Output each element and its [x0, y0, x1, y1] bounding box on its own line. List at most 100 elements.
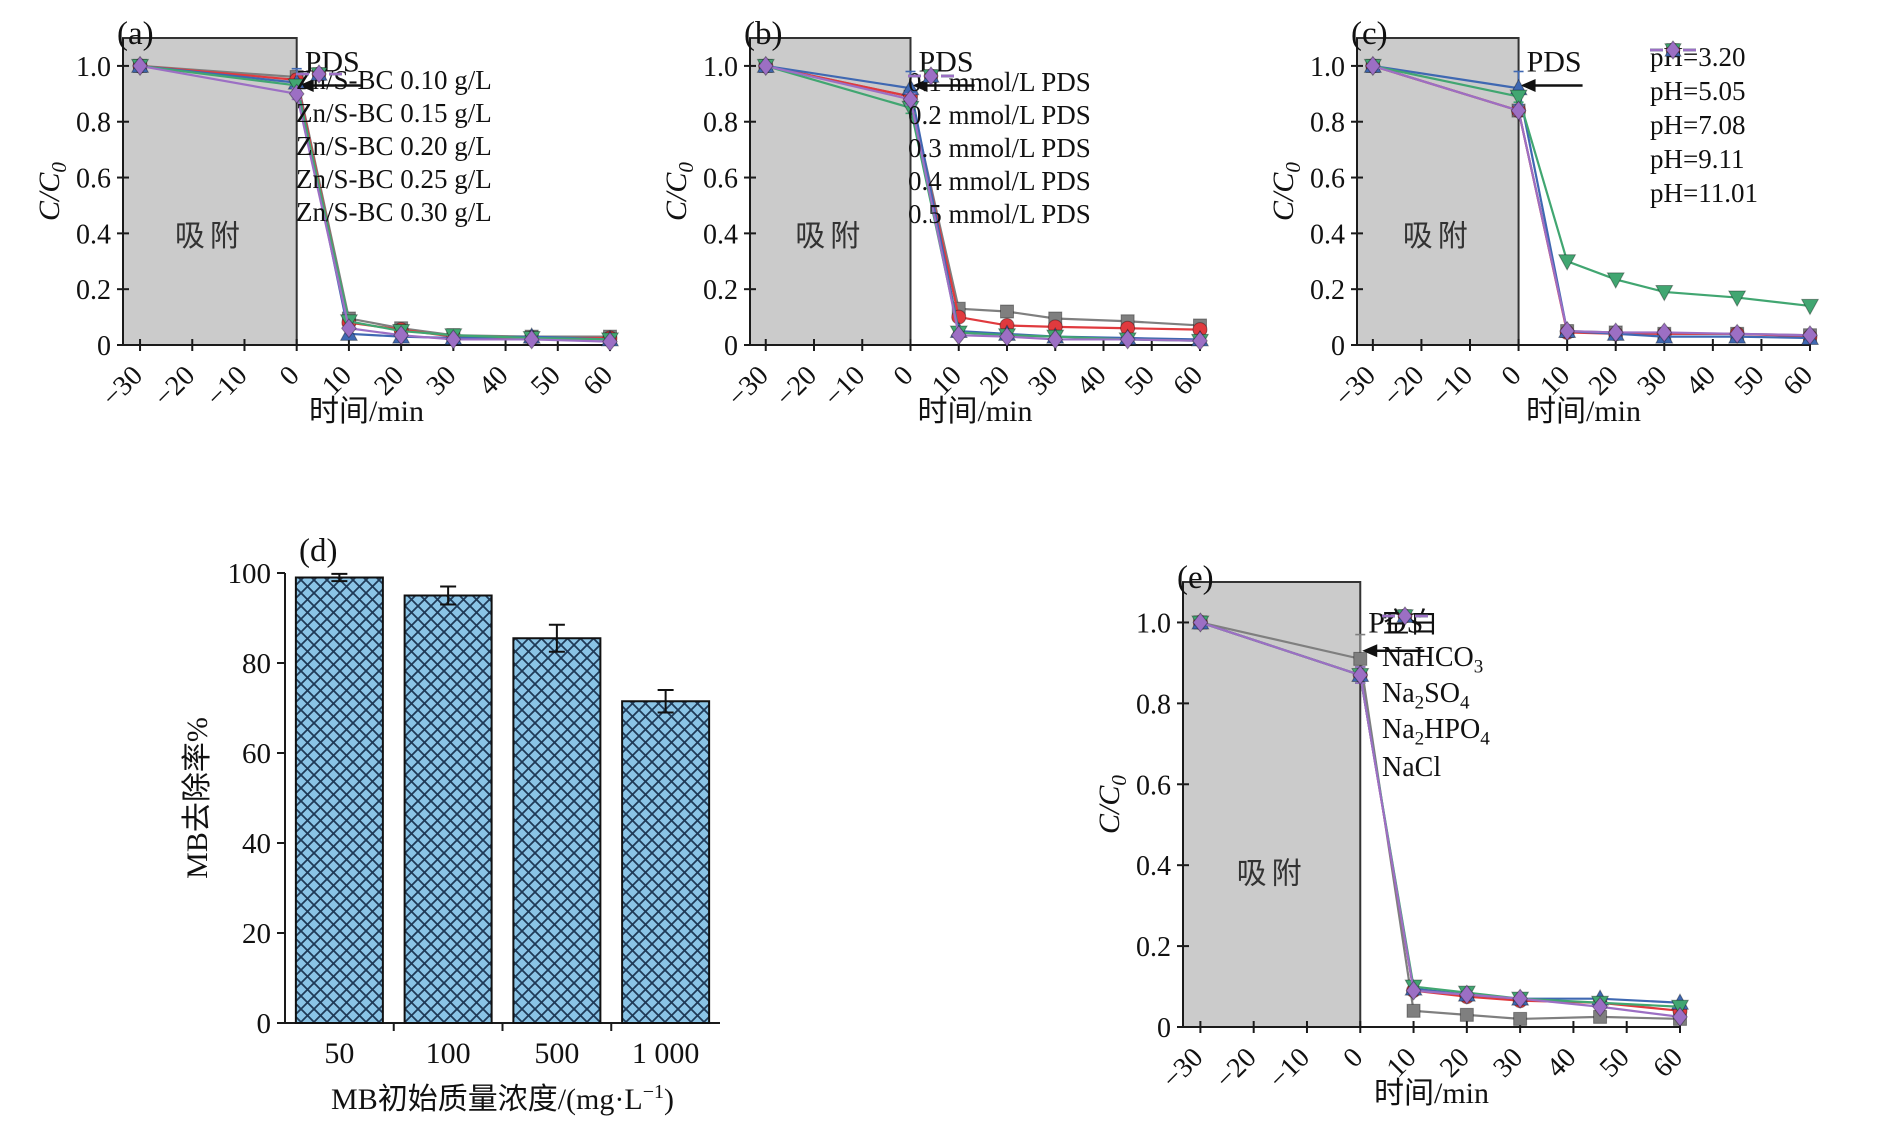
x-tick-label: 60	[577, 360, 619, 402]
legend-item: Zn/S-BC 0.30 g/L	[296, 64, 492, 229]
legend-item: 0.2 mmol/L PDS	[908, 68, 1091, 132]
data-point	[757, 55, 774, 77]
data-point	[1353, 651, 1368, 666]
bar	[403, 594, 493, 1024]
y-tick-label: 1.0	[1136, 608, 1171, 639]
y-tick-label: 0	[724, 331, 738, 362]
data-point	[1607, 322, 1624, 343]
x-tick-label: 40	[1680, 360, 1722, 402]
y-tick-label: 0.8	[76, 108, 111, 139]
data-point	[1459, 1007, 1474, 1022]
y-tick-label: 20	[242, 918, 271, 950]
y-tick-label: 0.8	[703, 108, 738, 139]
error-bar	[548, 623, 565, 653]
legend-label: 0.4 mmol/L PDS	[908, 166, 1091, 196]
data-point	[1192, 330, 1208, 351]
x-tick-label: 40	[1541, 1042, 1583, 1084]
data-point	[1192, 612, 1209, 633]
legend-label: Zn/S-BC 0.25 g/L	[296, 164, 492, 194]
legend-label: Zn/S-BC 0.10 g/L	[296, 65, 492, 95]
x-tick-label: 0	[888, 360, 920, 392]
y-tick-label: 0	[97, 331, 111, 362]
data-point	[1000, 304, 1014, 319]
x-tick-label: 1 000	[632, 1037, 700, 1070]
legend-label: 0.3 mmol/L PDS	[908, 133, 1091, 163]
data-point	[1352, 664, 1369, 686]
data-point	[1592, 996, 1608, 1017]
x-tick-label: −10	[818, 360, 871, 413]
y-tick-label: 0.2	[1310, 275, 1345, 306]
data-point	[1727, 290, 1747, 308]
data-point	[132, 55, 148, 77]
legend-item: NaHCO3	[1382, 608, 1490, 678]
x-tick-label: 60	[1777, 360, 1819, 402]
x-tick-label: −30	[722, 360, 775, 413]
error-bar	[440, 585, 457, 606]
y-axis-label: C/C0	[660, 162, 698, 221]
data-point	[1364, 55, 1381, 77]
legend-label: NaCl	[1382, 752, 1442, 783]
y-tick-label: 60	[242, 738, 271, 770]
y-tick-label: 0.4	[1310, 219, 1345, 250]
series-purple	[1192, 612, 1688, 1028]
adsorption-label: 吸附	[795, 220, 865, 253]
legend-item: Zn/S-BC 0.20 g/L	[296, 64, 492, 163]
y-axis-label: MB去除率%	[181, 717, 214, 879]
x-tick-label: −10	[201, 360, 254, 413]
legend: 空白 NaHCO3 Na2SO4 Na2HPO4 NaCl	[1382, 606, 1490, 786]
legend: 0.1 mmol/L PDS 0.2 mmol/L PDS 0.3 mmol/L P…	[908, 66, 1091, 231]
y-tick-label: 1.0	[76, 52, 111, 83]
series-green	[1363, 58, 1820, 316]
bar	[621, 700, 711, 1024]
legend-label: pH=5.05	[1650, 75, 1746, 106]
x-tick-label: −20	[1377, 360, 1430, 413]
x-tick-label: 0	[1337, 1042, 1369, 1074]
data-point	[1655, 284, 1674, 302]
legend-marker	[923, 66, 939, 86]
x-tick-label: 100	[426, 1037, 471, 1070]
x-tick-label: 30	[421, 360, 463, 402]
y-tick-label: 0.2	[703, 275, 738, 306]
panel-letter: (a)	[117, 16, 154, 52]
error-bar	[657, 689, 674, 714]
x-tick-label: −20	[770, 360, 823, 413]
legend-item: 0.4 mmol/L PDS	[908, 69, 1091, 198]
pds-label: PDS	[1368, 607, 1423, 640]
data-point	[1406, 1003, 1421, 1018]
legend-label: pH=9.11	[1650, 143, 1745, 174]
chart-d: 0 20 40 60 80 100 50 100 500 1 000 MB初始质量浓度/(mg·L−…	[181, 533, 720, 1116]
legend-label: Zn/S-BC 0.30 g/L	[296, 197, 492, 227]
y-tick-label: 80	[242, 648, 271, 680]
data-point	[1509, 89, 1528, 107]
y-tick-label: 0.8	[1310, 108, 1345, 139]
data-point	[1729, 323, 1746, 345]
legend-item: 0.5 mmol/L PDS	[908, 66, 1091, 231]
legend: Zn/S-BC 0.10 g/L Zn/S-BC 0.15 g/L Zn/S-BC …	[296, 64, 492, 229]
pds-arrow-head	[1520, 78, 1536, 92]
legend-label: Na2SO4	[1382, 677, 1470, 714]
data-point	[393, 325, 410, 346]
y-tick-label: 100	[228, 558, 272, 590]
data-point	[1559, 320, 1576, 342]
data-point	[445, 329, 462, 350]
pds-arrow-head	[298, 78, 314, 92]
legend-label: Zn/S-BC 0.15 g/L	[296, 98, 492, 128]
x-tick-label: 0	[274, 360, 306, 392]
x-tick-label: 50	[324, 1037, 354, 1070]
adsorption-region	[122, 37, 298, 346]
data-point	[1802, 325, 1818, 346]
y-tick-label: 0.4	[703, 219, 738, 250]
data-point	[999, 326, 1015, 347]
legend-item: pH=5.05	[1650, 42, 1758, 108]
chart-e: 吸附−30 −20 −10 0 10 20 30 40 50 6000.20.40.60.81.0…	[1093, 560, 1690, 1110]
x-tick-label: 40	[473, 360, 515, 402]
legend-item: Na2SO4	[1382, 606, 1490, 714]
panel-a: 吸附 −30 −20 −10 0 10 20 30 40 50 60 0 0.2 0.4 0.6 0.8 1.0…	[0, 0, 630, 450]
y-tick-label: 0.8	[1136, 689, 1171, 720]
x-tick-label: −20	[1210, 1042, 1263, 1095]
data-point	[1510, 100, 1527, 121]
legend-item: pH=9.11	[1650, 43, 1758, 176]
series-purple	[132, 55, 618, 352]
chart-a: 吸附−30 −20 −10 0 10 20 30 40 50 6000.20.40.60.81.0…	[33, 16, 620, 428]
panel-letter: (b)	[744, 16, 782, 52]
